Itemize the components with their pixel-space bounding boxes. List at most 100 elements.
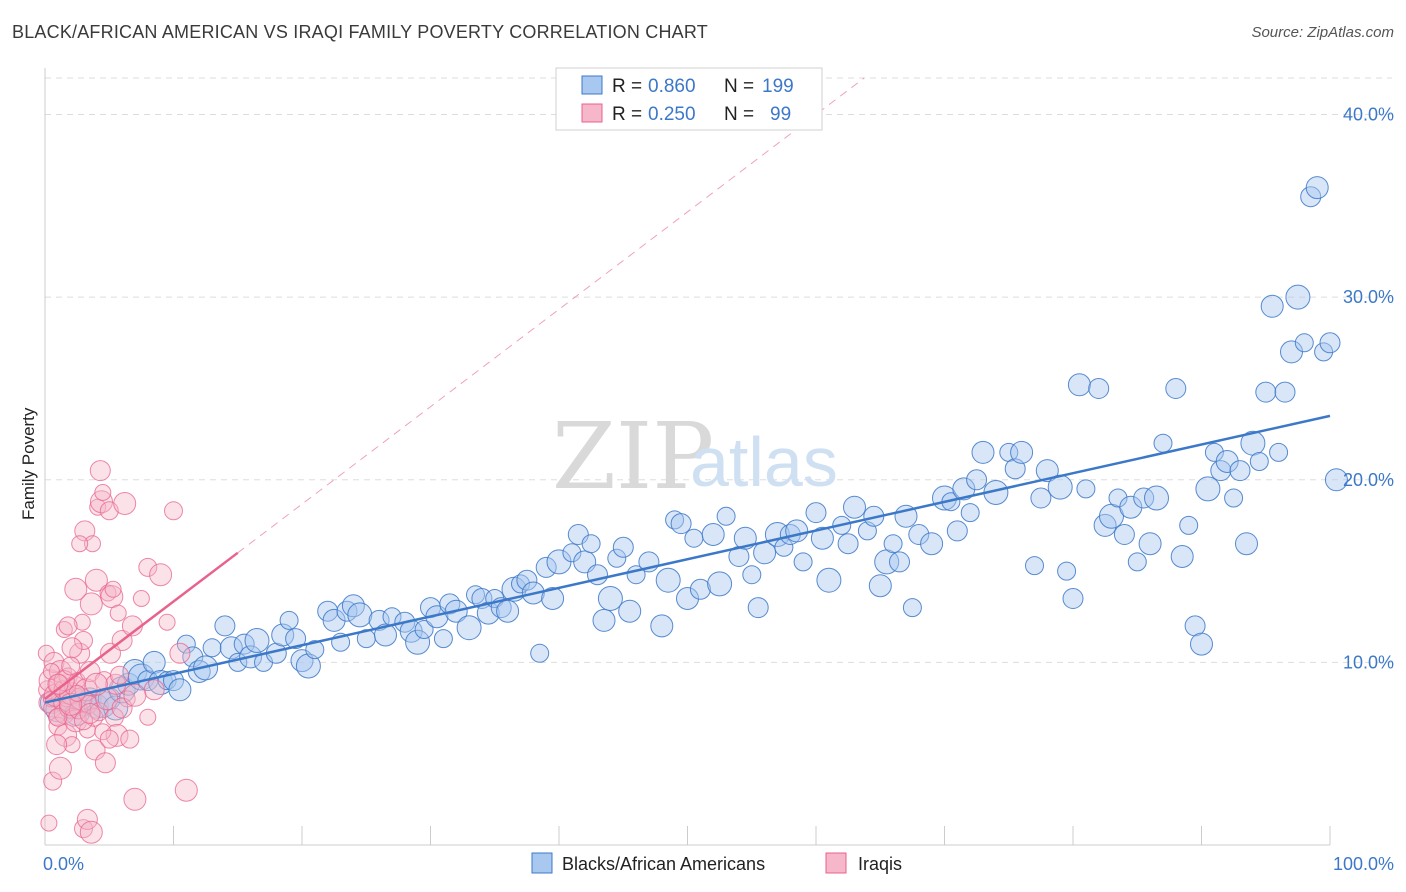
x-tick-labels: 0.0% 100.0% bbox=[43, 854, 1394, 874]
blacks-point bbox=[368, 609, 390, 631]
blacks-point bbox=[1274, 381, 1296, 403]
iraqis-point bbox=[89, 460, 111, 482]
series-iraqis-points bbox=[37, 460, 198, 844]
blacks-point bbox=[439, 593, 461, 615]
legend-r-label-1: R = bbox=[612, 76, 642, 97]
bottom-legend-iraqis: Iraqis bbox=[858, 854, 902, 874]
y-tick-label-1: 20.0% bbox=[1343, 470, 1394, 490]
blacks-point bbox=[1067, 373, 1091, 397]
blacks-point bbox=[285, 628, 307, 650]
iraqis-point bbox=[40, 814, 58, 832]
x-tick-label-1: 100.0% bbox=[1333, 854, 1394, 874]
blacks-point bbox=[1076, 479, 1096, 499]
iraqis-point bbox=[74, 631, 93, 650]
iraqis-point bbox=[104, 707, 124, 727]
iraqis-point bbox=[84, 707, 104, 727]
iraqis-point bbox=[63, 736, 81, 754]
iraqis-point bbox=[79, 592, 103, 616]
blacks-point bbox=[1119, 495, 1143, 519]
blacks-point bbox=[655, 567, 681, 593]
blacks-point bbox=[202, 638, 222, 658]
blacks-point bbox=[1170, 545, 1194, 568]
iraqis-point bbox=[143, 679, 165, 701]
blacks-point bbox=[1215, 450, 1239, 473]
iraqis-point bbox=[94, 723, 112, 741]
blacks-point bbox=[883, 534, 903, 554]
trend-lines bbox=[44, 77, 1331, 704]
blacks-point bbox=[1127, 552, 1147, 572]
y-tick-label-3: 40.0% bbox=[1343, 105, 1394, 125]
iraqis-point bbox=[164, 501, 183, 521]
blacks-point bbox=[1010, 440, 1034, 464]
blacks-point bbox=[816, 567, 842, 593]
iraqis-point bbox=[89, 702, 109, 722]
blacks-point bbox=[1305, 176, 1329, 200]
blacks-point bbox=[650, 614, 674, 638]
blacks-point bbox=[676, 587, 699, 610]
blacks-point bbox=[665, 510, 685, 530]
iraqis-point bbox=[104, 580, 122, 598]
bottom-legend-swatch-blue bbox=[531, 852, 553, 874]
blacks-point bbox=[716, 506, 736, 526]
blacks-point bbox=[511, 574, 530, 594]
blacks-point bbox=[952, 477, 976, 501]
source-label: Source: ZipAtlas.com bbox=[1251, 24, 1394, 41]
blacks-point bbox=[1062, 588, 1084, 609]
iraqis-point bbox=[174, 778, 198, 802]
blacks-point bbox=[742, 565, 762, 585]
bottom-legend-swatch-pink bbox=[825, 852, 847, 874]
blacks-point bbox=[466, 585, 485, 605]
iraqis-point bbox=[61, 656, 81, 676]
blacks-point bbox=[1235, 532, 1258, 556]
legend-r-label-2: R = bbox=[612, 104, 642, 125]
iraqis-trend-extension bbox=[237, 77, 865, 554]
chart-title: BLACK/AFRICAN AMERICAN VS IRAQI FAMILY P… bbox=[12, 22, 708, 42]
blacks-point bbox=[868, 574, 892, 598]
iraqis-point bbox=[48, 756, 72, 780]
blacks-point bbox=[456, 615, 482, 641]
legend-top: R = 0.860 N = 199 R = 0.250 N = 99 bbox=[555, 67, 823, 131]
legend-r-value-2: 0.250 bbox=[648, 104, 696, 125]
iraqis-point bbox=[94, 752, 116, 774]
y-tick-label-0: 10.0% bbox=[1343, 652, 1394, 672]
blacks-point bbox=[1138, 532, 1162, 556]
blacks-point bbox=[843, 495, 866, 519]
legend-n-label-1: N = bbox=[724, 76, 754, 97]
iraqis-point bbox=[58, 616, 78, 636]
blacks-point bbox=[279, 610, 299, 630]
iraqis-point bbox=[123, 787, 147, 811]
blacks-point bbox=[1195, 476, 1221, 502]
iraqis-point bbox=[55, 621, 73, 638]
iraqis-point bbox=[139, 708, 157, 726]
blacks-point bbox=[322, 608, 346, 632]
iraqis-point bbox=[61, 637, 83, 659]
blacks-point bbox=[747, 597, 769, 619]
iraqis-point bbox=[158, 613, 176, 631]
blacks-point bbox=[889, 551, 910, 573]
blacks-point bbox=[530, 643, 550, 663]
iraqis-point bbox=[79, 820, 103, 844]
blacks-point bbox=[597, 586, 623, 611]
blacks-point bbox=[733, 526, 757, 550]
blacks-point bbox=[581, 534, 601, 554]
blacks-point bbox=[1319, 332, 1341, 354]
blacks-point bbox=[433, 629, 453, 649]
blacks-point bbox=[1108, 488, 1128, 508]
blacks-point bbox=[908, 524, 930, 545]
iraqis-point bbox=[73, 613, 91, 631]
blacks-point bbox=[1260, 294, 1284, 318]
y-tick-label-2: 30.0% bbox=[1343, 287, 1394, 307]
blacks-point bbox=[946, 520, 968, 542]
blacks-point bbox=[1153, 433, 1173, 453]
blacks-point bbox=[1030, 487, 1052, 509]
blacks-point bbox=[1184, 615, 1206, 637]
blacks-point bbox=[1144, 485, 1169, 511]
blacks-point bbox=[535, 556, 557, 578]
iraqis-point bbox=[71, 535, 89, 553]
blacks-point bbox=[405, 629, 431, 655]
blacks-point bbox=[244, 628, 270, 653]
blacks-point bbox=[612, 536, 634, 558]
blacks-point bbox=[701, 523, 725, 546]
blacks-point bbox=[1025, 556, 1044, 576]
